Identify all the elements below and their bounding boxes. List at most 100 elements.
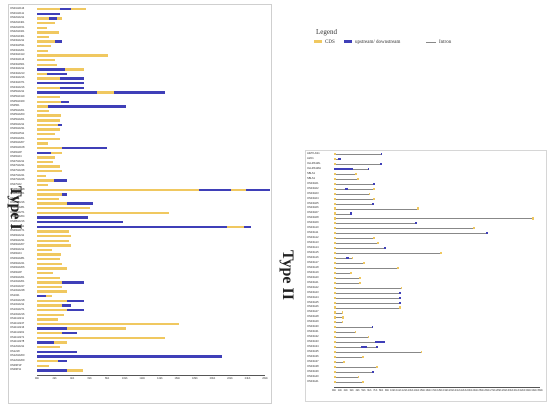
- gene-label: OS03G0201: [10, 48, 25, 52]
- intron-line: [334, 238, 376, 239]
- cds-segment: [37, 128, 60, 131]
- cds-segment: [334, 192, 336, 195]
- gene-label: OS06G0211: [10, 122, 25, 126]
- upstream-downstream-segment: [66, 299, 85, 303]
- gene-label: OS04G37: [307, 359, 319, 363]
- cds-segment: [334, 256, 336, 260]
- cds-segment: [37, 285, 63, 289]
- gene-structure-panel-type-2: AtMYLAS1 AtrD1 OsLRS1ML OsLRS1MH SBLS1 SBLS1 O…: [305, 150, 547, 402]
- gene-label: OS04G20: [307, 275, 319, 279]
- cds-segment: [53, 341, 67, 344]
- cds-segment: [37, 123, 59, 127]
- upstream-downstream-segment: [46, 72, 67, 76]
- cds-segment: [334, 276, 336, 279]
- intron-line: [334, 228, 475, 229]
- legend-item-upstream: upstream/ downstream: [344, 40, 400, 45]
- cds-segment: [37, 364, 50, 367]
- upstream-downstream-segment: [62, 105, 127, 108]
- intron-line: [334, 322, 344, 323]
- cds-segment: [37, 40, 56, 43]
- cds-segment: [376, 242, 379, 245]
- gene-label: OS09G0P: [10, 270, 22, 274]
- cds-segment: [227, 225, 244, 228]
- upstream-downstream-segment: [114, 91, 166, 94]
- gene-label: OS11G0216: [10, 326, 25, 330]
- intron-line: [334, 302, 402, 304]
- cds-segment: [66, 327, 126, 330]
- cds-segment: [37, 193, 63, 196]
- gene-label: OS09G0261: [10, 275, 25, 279]
- cds-segment: [368, 192, 371, 195]
- intron-line: [334, 258, 354, 259]
- cds-segment: [37, 202, 67, 205]
- cds-segment: [37, 258, 60, 261]
- gene-label: OS04G29: [307, 320, 319, 324]
- gene-label: OS12G0209: [10, 358, 25, 362]
- cds-segment: [65, 68, 85, 71]
- cds-segment: [334, 261, 336, 265]
- legend: Legend CDS upstream/ downstream Intron: [310, 28, 470, 54]
- upstream-downstream-segment: [338, 157, 342, 161]
- gene-label: OS02G0321: [10, 30, 25, 34]
- gene-label: OS10G0201: [10, 280, 25, 284]
- gene-label: OS04G06: [307, 206, 319, 210]
- intron-line: [334, 188, 376, 190]
- intron-line: [334, 178, 359, 180]
- x-tick-label: 35kb: [537, 389, 543, 393]
- gene-label: OS08G0271: [10, 210, 25, 214]
- cds-segment: [37, 239, 69, 242]
- gene-label: OS10G0218: [10, 298, 25, 302]
- gene-label: OS09G0241: [10, 261, 25, 265]
- x-tick-label: 11kb: [396, 389, 402, 393]
- intron-line: [334, 253, 442, 254]
- legend-label-cds: CDS: [325, 40, 335, 45]
- gene-label: OS04G41: [307, 379, 319, 383]
- cds-segment: [84, 322, 180, 326]
- type-label-left: Type I: [7, 186, 24, 230]
- cds-segment: [357, 375, 360, 378]
- x-tick-label: 13kb: [407, 389, 414, 393]
- x-tick-label: 4kb: [69, 377, 75, 381]
- cds-segment: [37, 142, 48, 145]
- intron-line: [334, 297, 402, 299]
- cds-segment: [37, 188, 200, 191]
- cds-segment: [68, 54, 109, 57]
- cds-segment: [334, 336, 336, 339]
- cds-segment: [334, 375, 336, 378]
- gene-label: OS02G0151: [10, 25, 25, 29]
- gene-label: OS04G11: [307, 231, 319, 235]
- gene-label: OS04G26: [307, 305, 319, 309]
- cds-segment: [334, 281, 336, 284]
- x-tick-label: 21kb: [454, 389, 461, 393]
- upstream-downstream-segment: [374, 341, 385, 344]
- cds-segment: [416, 207, 419, 210]
- upstream-downstream-segment: [37, 350, 67, 353]
- gene-label: OS04G0211: [10, 67, 25, 71]
- cds-segment: [334, 217, 336, 220]
- x-tick-label: 22kb: [227, 377, 233, 381]
- intron-line: [334, 282, 362, 284]
- cds-segment: [373, 197, 376, 200]
- gene-label: OS08G0264: [10, 215, 25, 219]
- cds-segment: [96, 91, 115, 94]
- cds-segment: [37, 160, 53, 164]
- cds-segment: [532, 217, 535, 220]
- x-tick-label: 33kb: [525, 389, 532, 393]
- legend-label-intron: Intron: [439, 40, 452, 45]
- gene-label: OS09G0206: [10, 266, 25, 270]
- intron-line: [334, 347, 378, 348]
- gene-label: OS04G09: [307, 221, 319, 225]
- cds-segment: [37, 267, 67, 270]
- x-tick-label: 12kb: [139, 377, 146, 381]
- cds-segment: [334, 187, 336, 190]
- cds-segment: [334, 207, 336, 210]
- cds-segment: [334, 370, 336, 373]
- upstream-downstream-segment: [37, 327, 67, 330]
- cds-segment: [37, 299, 67, 303]
- cds-segment: [334, 301, 336, 304]
- upstream-downstream-segment: [58, 123, 63, 127]
- intron-line: [334, 332, 357, 333]
- gene-label: OS05G0419: [10, 94, 25, 98]
- cds-segment: [362, 355, 365, 359]
- gene-label: OS01G0116: [10, 7, 25, 10]
